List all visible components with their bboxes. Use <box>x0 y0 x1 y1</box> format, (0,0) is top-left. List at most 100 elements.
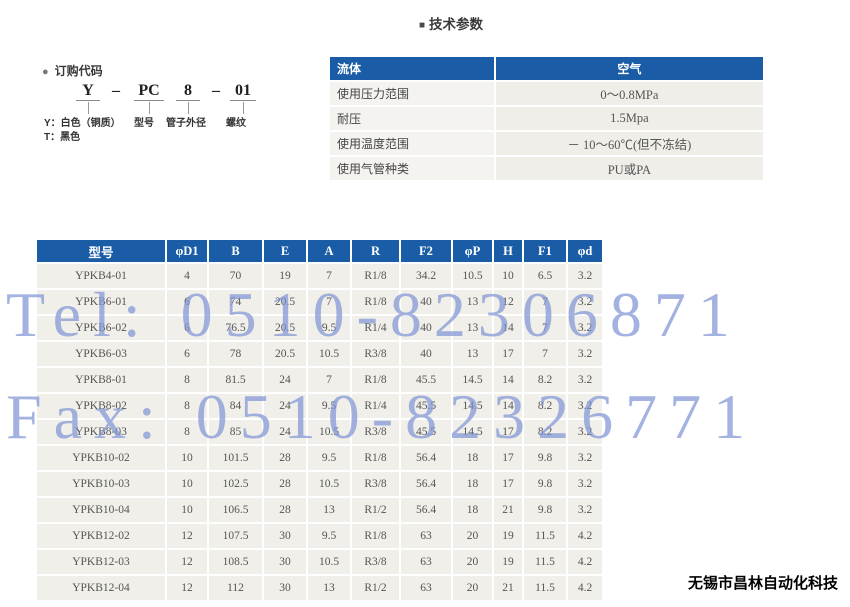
size-table-row: YPKB8-03 8 85 24 10.5 R3/8 45.5 14.5 17 8.2 3.2 <box>37 420 602 444</box>
size-column-header: F1 <box>524 240 566 262</box>
dimension-cell: 11.5 <box>524 524 566 548</box>
dimension-cell: R1/4 <box>352 316 399 340</box>
dimension-cell: 14.5 <box>453 420 492 444</box>
dimension-cell: 14 <box>494 394 522 418</box>
dimension-cell: 13 <box>308 498 350 522</box>
dimension-cell: 12 <box>494 290 522 314</box>
size-table-row: YPKB12-02 12 107.5 30 9.5 R1/8 63 20 19 11.5 4.2 <box>37 524 602 548</box>
dimension-cell: 56.4 <box>401 498 451 522</box>
tech-header-row: 流体 空气 <box>330 57 763 80</box>
dimension-cell: 10.5 <box>308 472 350 496</box>
dimension-cell: 112 <box>209 576 262 600</box>
dimension-cell: R1/8 <box>352 368 399 392</box>
dimension-cell: 3.2 <box>568 342 602 366</box>
dimension-cell: 17 <box>494 446 522 470</box>
size-column-header: E <box>264 240 306 262</box>
dimension-cell: 24 <box>264 394 306 418</box>
model-cell: YPKB12-04 <box>37 576 165 600</box>
tech-row-proof-pressure: 耐压 1.5Mpa <box>330 107 763 130</box>
code-label-thread: 螺纹 <box>226 118 246 129</box>
dimension-cell: 9.8 <box>524 446 566 470</box>
dimension-cell: 6 <box>167 316 207 340</box>
dimension-cell: 20.5 <box>264 342 306 366</box>
dimension-cell: 9.8 <box>524 498 566 522</box>
dimension-cell: 20 <box>453 524 492 548</box>
dimension-cell: 12 <box>167 550 207 574</box>
dimension-cell: 7 <box>308 290 350 314</box>
dimension-cell: R3/8 <box>352 420 399 444</box>
model-cell: YPKB10-04 <box>37 498 165 522</box>
model-cell: YPKB12-03 <box>37 550 165 574</box>
dimension-cell: 63 <box>401 576 451 600</box>
size-table-row: YPKB8-02 8 84 24 9.5 R1/4 45.5 14.5 14 8.2 3.2 <box>37 394 602 418</box>
dimension-cell: 3.2 <box>568 264 602 288</box>
dimension-cell: 10.5 <box>308 420 350 444</box>
dimension-cell: 7 <box>524 316 566 340</box>
dimension-cell: 84 <box>209 394 262 418</box>
dimension-cell: 4.2 <box>568 576 602 600</box>
dimension-cell: R1/8 <box>352 524 399 548</box>
dimension-cell: 10 <box>494 264 522 288</box>
dimension-cell: 14 <box>494 316 522 340</box>
dimension-cell: 7 <box>524 290 566 314</box>
size-column-header: F2 <box>401 240 451 262</box>
dimension-cell: 102.5 <box>209 472 262 496</box>
tech-row-pressure: 使用压力范围 0～0.8MPa <box>330 82 763 105</box>
dimension-cell: 30 <box>264 550 306 574</box>
dimension-cell: 8 <box>167 420 207 444</box>
order-code-heading-text: 订购代码 <box>54 64 103 78</box>
code-part-size: 8 <box>176 82 200 114</box>
size-table-row: YPKB12-03 12 108.5 30 10.5 R3/8 63 20 19 11.5 4.2 <box>37 550 602 574</box>
size-column-header: B <box>209 240 262 262</box>
code-part-model: PC <box>134 82 164 114</box>
model-cell: YPKB10-03 <box>37 472 165 496</box>
dimension-cell: 8 <box>167 394 207 418</box>
square-bullet-icon: ■ <box>418 20 426 31</box>
size-table-row: YPKB4-01 4 70 19 7 R1/8 34.2 10.5 10 6.5 3.2 <box>37 264 602 288</box>
dimension-cell: 108.5 <box>209 550 262 574</box>
dimension-cell: 9.5 <box>308 524 350 548</box>
dimension-cell: 4 <box>167 264 207 288</box>
dimension-cell: 28 <box>264 472 306 496</box>
model-cell: YPKB8-02 <box>37 394 165 418</box>
model-cell: YPKB12-02 <box>37 524 165 548</box>
size-table-row: YPKB12-04 12 112 30 13 R1/2 63 20 21 11.5 4.2 <box>37 576 602 600</box>
dimension-cell: 19 <box>264 264 306 288</box>
dimension-cell: 13 <box>453 316 492 340</box>
dimension-cell: 11.5 <box>524 550 566 574</box>
dimension-cell: 45.5 <box>401 420 451 444</box>
dimension-cell: 21 <box>494 576 522 600</box>
dimension-cell: R3/8 <box>352 342 399 366</box>
dimension-cell: 3.2 <box>568 446 602 470</box>
size-table-row: YPKB10-02 10 101.5 28 9.5 R1/8 56.4 18 17 9.8 3.2 <box>37 446 602 470</box>
code-part-thread: 01 <box>230 82 256 114</box>
tech-row-temperature: 使用温度范围 － 10～60℃(但不冻结) <box>330 132 763 155</box>
model-cell: YPKB10-02 <box>37 446 165 470</box>
dimension-cell: 56.4 <box>401 446 451 470</box>
dimension-cell: 3.2 <box>568 498 602 522</box>
dimension-cell: 28 <box>264 498 306 522</box>
dimension-cell: 3.2 <box>568 394 602 418</box>
size-column-header: H <box>494 240 522 262</box>
dimension-cell: 3.2 <box>568 290 602 314</box>
dimension-cell: R3/8 <box>352 550 399 574</box>
circle-bullet-icon: ● <box>42 66 49 78</box>
dimension-cell: R1/4 <box>352 394 399 418</box>
dimension-cell: 40 <box>401 342 451 366</box>
dimension-cell: 10 <box>167 498 207 522</box>
dimension-cell: 14.5 <box>453 394 492 418</box>
dimension-cell: R1/8 <box>352 264 399 288</box>
tech-value: － 10～60℃(但不冻结) <box>495 132 763 155</box>
dimension-cell: 8 <box>167 368 207 392</box>
size-column-header: φD1 <box>167 240 207 262</box>
dimension-cell: 45.5 <box>401 394 451 418</box>
tech-label: 使用温度范围 <box>330 132 494 155</box>
tech-label: 耐压 <box>330 107 494 130</box>
order-code-heading: ● 订购代码 <box>42 62 103 79</box>
dimension-cell: 14 <box>494 368 522 392</box>
tech-row-tube-type: 使用气管种类 PU或PA <box>330 157 763 180</box>
dimension-cell: 63 <box>401 550 451 574</box>
dimension-cell: 74 <box>209 290 262 314</box>
dimension-cell: 6.5 <box>524 264 566 288</box>
